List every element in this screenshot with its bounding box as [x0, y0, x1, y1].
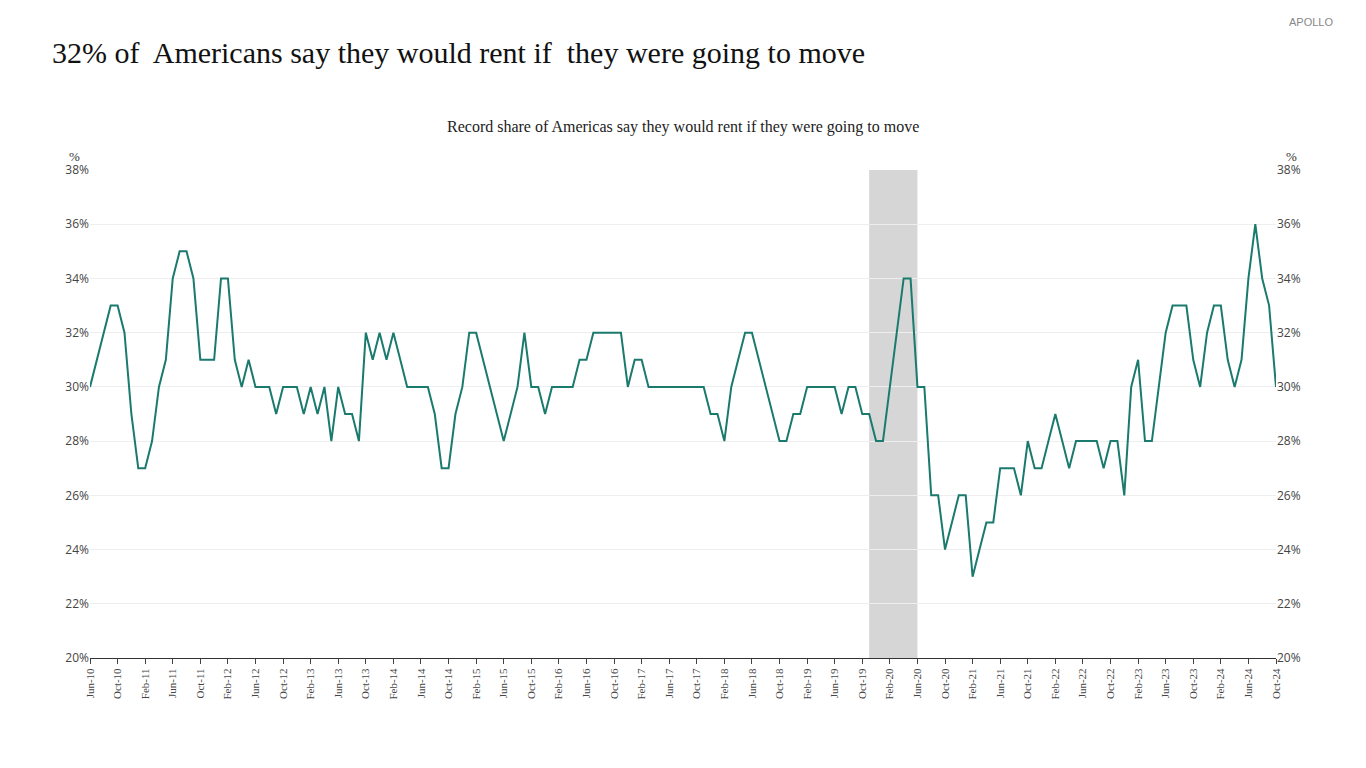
- svg-text:Feb-14: Feb-14: [387, 668, 399, 700]
- svg-text:Oct-10: Oct-10: [111, 668, 123, 699]
- svg-text:36%: 36%: [65, 215, 89, 232]
- svg-text:Feb-15: Feb-15: [470, 668, 482, 700]
- svg-text:Oct-11: Oct-11: [194, 668, 206, 698]
- svg-text:Jun-13: Jun-13: [332, 668, 344, 698]
- svg-text:Feb-16: Feb-16: [552, 668, 564, 700]
- svg-text:Jun-22: Jun-22: [1077, 668, 1089, 698]
- svg-text:28%: 28%: [1277, 432, 1301, 449]
- svg-text:Jun-16: Jun-16: [580, 668, 592, 698]
- svg-text:Oct-16: Oct-16: [608, 668, 620, 699]
- svg-text:Feb-24: Feb-24: [1214, 668, 1226, 700]
- svg-text:Feb-11: Feb-11: [139, 668, 151, 699]
- svg-text:Jun-20: Jun-20: [911, 668, 923, 698]
- svg-text:Oct-14: Oct-14: [442, 668, 454, 699]
- svg-text:Feb-21: Feb-21: [966, 668, 978, 699]
- svg-text:34%: 34%: [65, 270, 89, 287]
- svg-text:%: %: [1286, 149, 1297, 164]
- svg-text:36%: 36%: [1277, 215, 1301, 232]
- svg-text:Jun-12: Jun-12: [249, 668, 261, 698]
- svg-text:Jun-21: Jun-21: [994, 668, 1006, 698]
- svg-text:Feb-12: Feb-12: [221, 668, 233, 699]
- svg-text:Oct-17: Oct-17: [690, 668, 702, 699]
- svg-text:38%: 38%: [65, 161, 89, 178]
- svg-text:30%: 30%: [65, 378, 89, 395]
- svg-text:Jun-10: Jun-10: [84, 668, 96, 698]
- svg-text:30%: 30%: [1277, 378, 1301, 395]
- svg-text:38%: 38%: [1277, 161, 1301, 178]
- svg-text:22%: 22%: [65, 595, 89, 612]
- svg-text:Oct-19: Oct-19: [856, 668, 868, 699]
- svg-text:22%: 22%: [1277, 595, 1301, 612]
- svg-text:Jun-17: Jun-17: [663, 668, 675, 698]
- svg-text:Jun-11: Jun-11: [166, 668, 178, 698]
- svg-text:Oct-15: Oct-15: [525, 668, 537, 699]
- svg-text:Feb-19: Feb-19: [801, 668, 813, 700]
- svg-text:Feb-22: Feb-22: [1049, 668, 1061, 699]
- svg-text:26%: 26%: [1277, 487, 1301, 504]
- svg-text:APOLLO: APOLLO: [1289, 16, 1333, 28]
- svg-text:Feb-20: Feb-20: [883, 668, 895, 700]
- svg-text:Oct-23: Oct-23: [1187, 668, 1199, 699]
- svg-text:28%: 28%: [65, 432, 89, 449]
- svg-text:Oct-13: Oct-13: [359, 668, 371, 699]
- svg-text:%: %: [69, 149, 80, 164]
- svg-text:34%: 34%: [1277, 270, 1301, 287]
- svg-text:Jun-15: Jun-15: [497, 668, 509, 698]
- svg-text:Feb-17: Feb-17: [635, 668, 647, 700]
- svg-text:Jun-23: Jun-23: [1159, 668, 1171, 698]
- svg-text:Jun-14: Jun-14: [415, 668, 427, 698]
- svg-text:Oct-22: Oct-22: [1104, 668, 1116, 699]
- svg-text:32%: 32%: [1277, 324, 1301, 341]
- svg-text:20%: 20%: [1277, 649, 1301, 666]
- svg-text:Feb-18: Feb-18: [718, 668, 730, 700]
- svg-text:24%: 24%: [1277, 541, 1301, 558]
- svg-text:Oct-20: Oct-20: [939, 668, 951, 699]
- svg-text:24%: 24%: [65, 541, 89, 558]
- svg-text:20%: 20%: [65, 649, 89, 666]
- svg-text:26%: 26%: [65, 487, 89, 504]
- svg-text:Oct-21: Oct-21: [1021, 668, 1033, 699]
- svg-text:32%: 32%: [65, 324, 89, 341]
- svg-text:Jun-18: Jun-18: [746, 668, 758, 698]
- svg-text:Feb-23: Feb-23: [1132, 668, 1144, 700]
- svg-text:Jun-19: Jun-19: [828, 668, 840, 698]
- svg-text:Record share of Americas say t: Record share of Americas say they would …: [447, 118, 919, 136]
- svg-text:Oct-18: Oct-18: [773, 668, 785, 699]
- svg-text:Oct-12: Oct-12: [277, 668, 289, 699]
- svg-text:Jun-24: Jun-24: [1242, 668, 1254, 698]
- svg-text:Feb-13: Feb-13: [304, 668, 316, 700]
- svg-text:Oct-24: Oct-24: [1270, 668, 1282, 699]
- svg-text:32% of Americans say they wou: 32% of Americans say they would rent if …: [52, 36, 865, 69]
